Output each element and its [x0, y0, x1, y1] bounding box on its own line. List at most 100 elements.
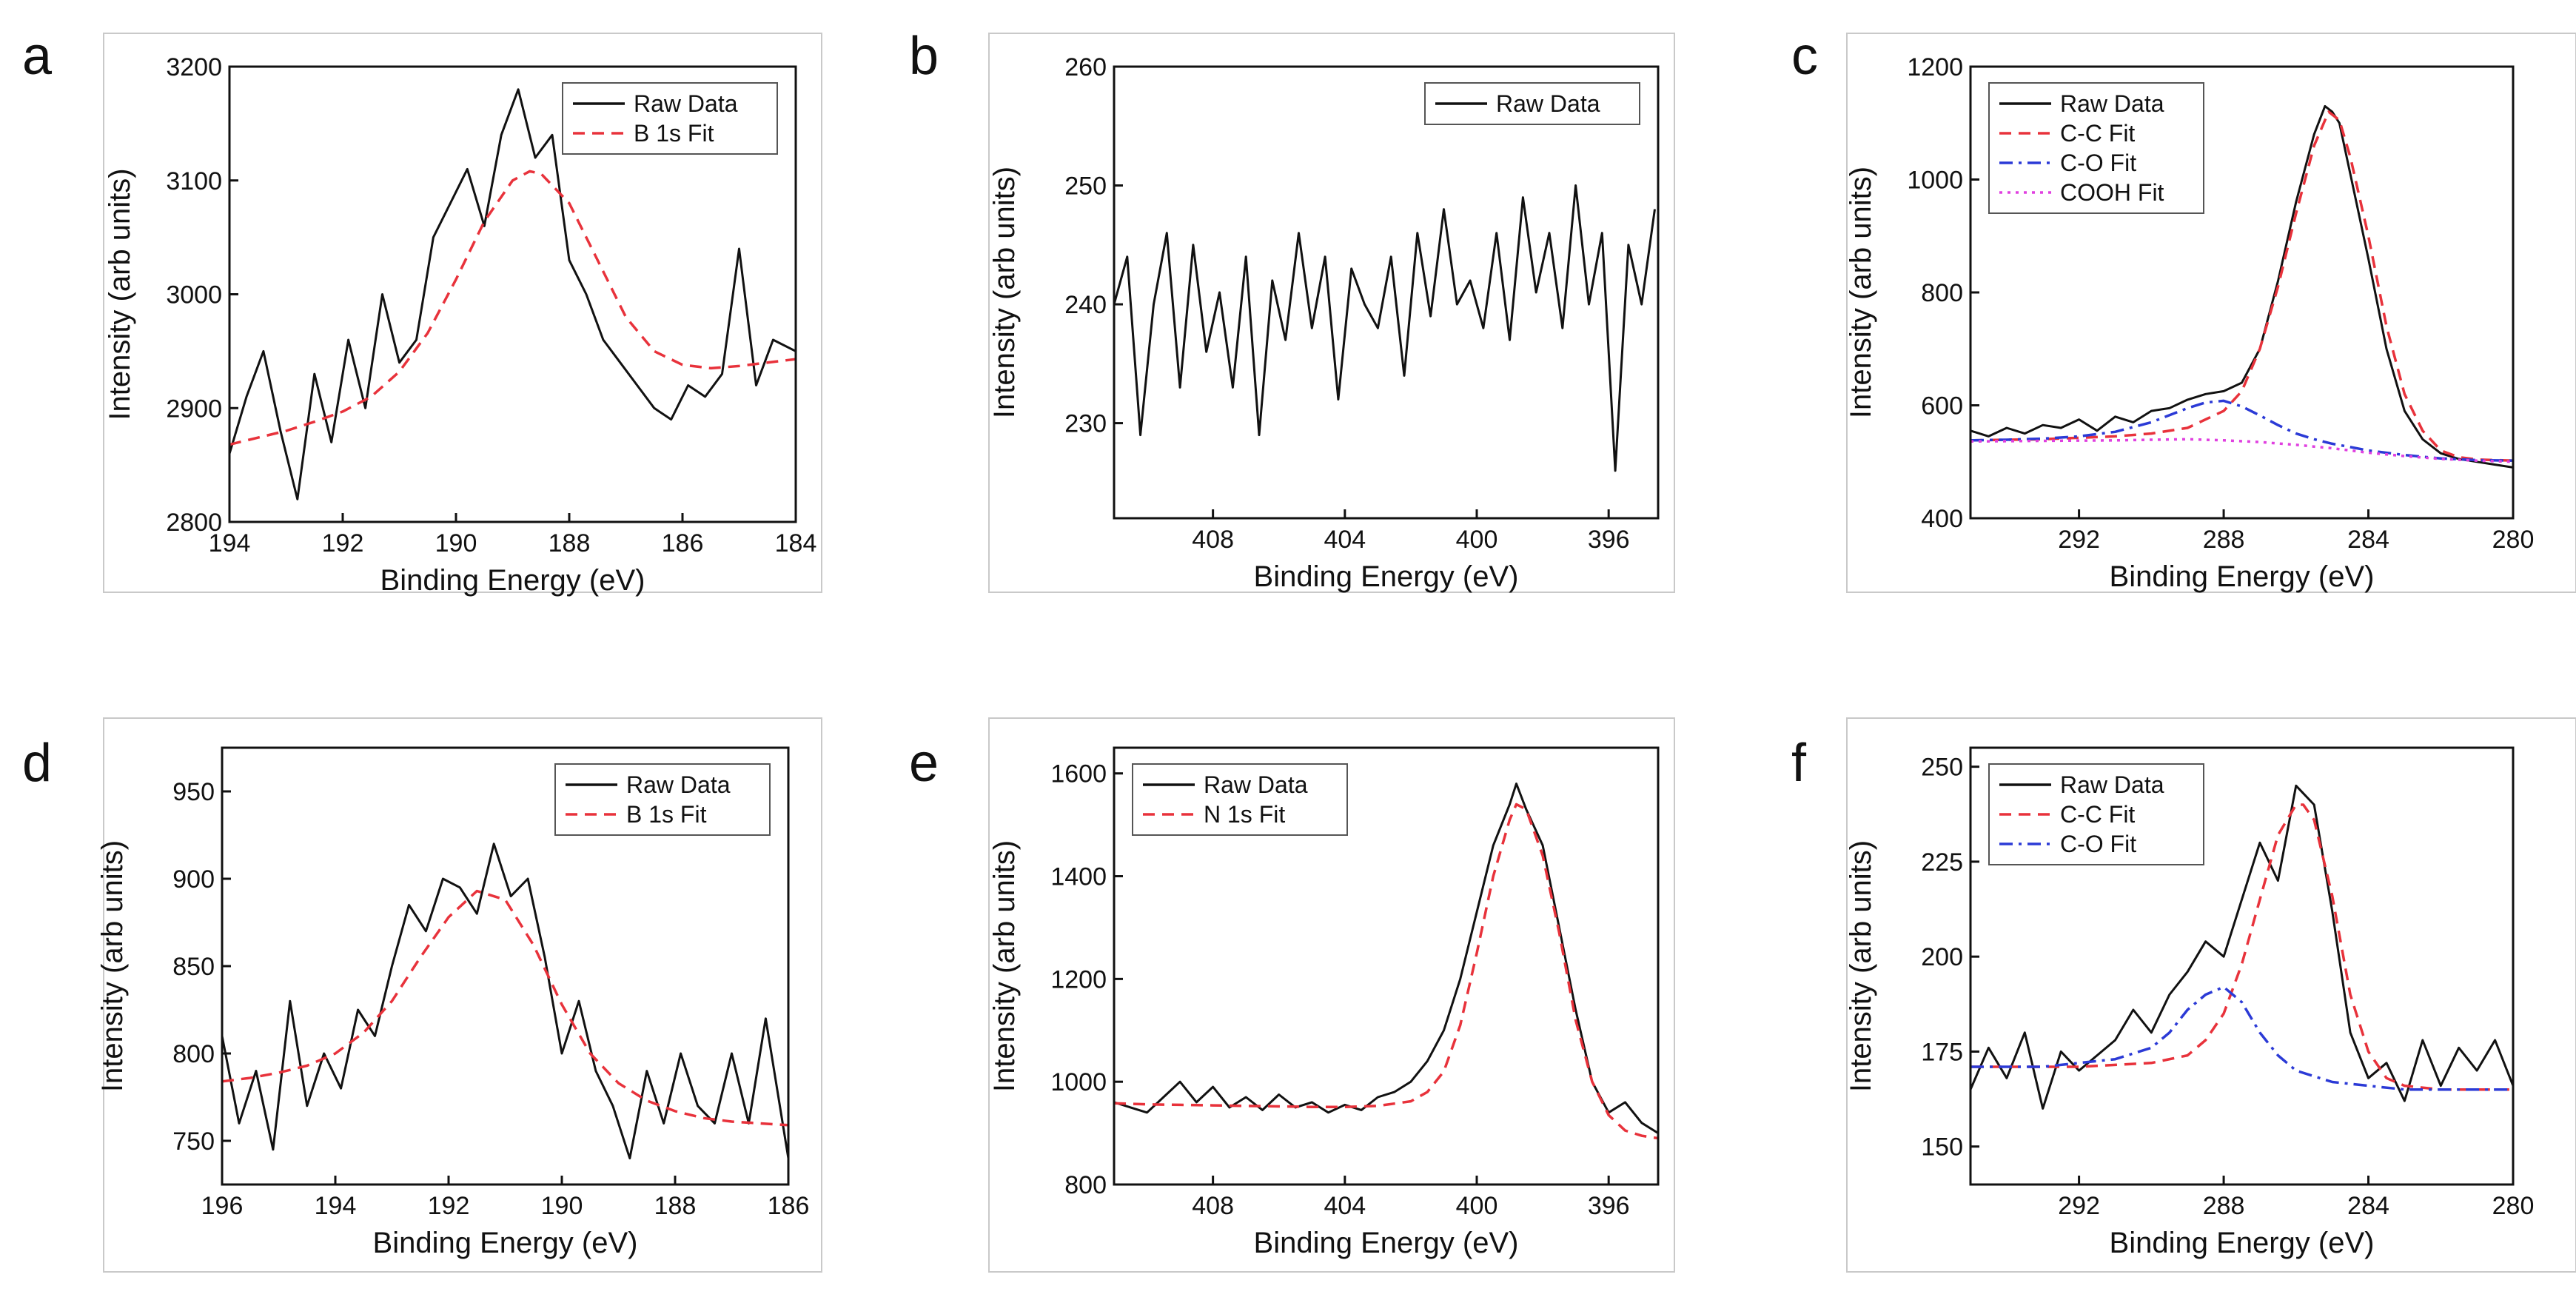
- legend-label: B 1s Fit: [626, 801, 707, 828]
- x-tick-label: 408: [1192, 1192, 1234, 1220]
- panel-d: d 196 194 192 190 188 186 750 800 850 900 950 Bindin…: [22, 717, 822, 1273]
- legend: Raw Data N 1s Fit: [1132, 763, 1348, 836]
- panel-letter: e: [909, 734, 939, 793]
- series-line-b-1s-fit: [229, 170, 796, 446]
- x-tick-label: 194: [315, 1192, 357, 1220]
- x-tick-label: 190: [541, 1192, 583, 1220]
- y-tick-label: 200: [1921, 943, 1963, 971]
- x-axis-label: Binding Energy (eV): [2110, 560, 2375, 593]
- panel-letter: d: [22, 734, 52, 793]
- x-axis-label: Binding Energy (eV): [2110, 1227, 2375, 1259]
- y-tick-label: 3000: [166, 281, 222, 309]
- legend-box: [1132, 763, 1348, 836]
- series-line-cooh-fit: [1970, 438, 2513, 463]
- x-axis-label: Binding Energy (eV): [380, 564, 645, 597]
- series-line-c-o-fit: [1970, 399, 2513, 462]
- axes-box: [1113, 65, 1660, 520]
- x-tick-label: 280: [2492, 1192, 2535, 1220]
- y-tick-label: 260: [1064, 53, 1107, 81]
- series-line-raw-data: [1970, 784, 2513, 1110]
- y-tick-label: 750: [172, 1128, 215, 1156]
- legend-label: Raw Data: [2060, 90, 2164, 117]
- panel-a: a 194 192 190 188 186 184 2800 2900 3000 3100 3200 B…: [22, 27, 822, 597]
- legend-label: Raw Data: [634, 90, 738, 117]
- axes-box: [1969, 746, 2515, 1186]
- legend: Raw Data: [1424, 82, 1640, 125]
- y-axis-label: Intensity (arb units): [104, 168, 136, 420]
- x-tick-label: 186: [768, 1192, 810, 1220]
- x-tick-label: 400: [1456, 526, 1498, 554]
- panel-b: b 408 404 400 396 230 240 250 260 Binding Energy …: [909, 27, 1675, 593]
- x-tick-label: 404: [1324, 1192, 1366, 1220]
- panel-letter: f: [1791, 734, 1807, 793]
- x-tick-label: 184: [775, 529, 817, 557]
- x-axis-label: Binding Energy (eV): [1254, 1227, 1519, 1259]
- x-tick-label: 284: [2347, 526, 2389, 554]
- x-axis-label: Binding Energy (eV): [373, 1227, 638, 1259]
- x-tick-label: 194: [209, 529, 251, 557]
- y-axis-label: Intensity (arb units): [988, 167, 1021, 418]
- series-line-raw-data: [222, 842, 788, 1160]
- legend-label: B 1s Fit: [634, 120, 714, 147]
- series-line-n-1s-fit: [1114, 803, 1658, 1140]
- legend-box: [562, 82, 778, 155]
- legend-label: C-O Fit: [2060, 150, 2136, 176]
- y-tick-label: 850: [172, 953, 215, 981]
- x-tick-label: 396: [1588, 1192, 1630, 1220]
- x-tick-label: 292: [2058, 1192, 2100, 1220]
- x-tick-label: 188: [654, 1192, 697, 1220]
- legend: Raw Data B 1s Fit: [554, 763, 771, 836]
- y-tick-label: 900: [172, 865, 215, 894]
- x-tick-label: 292: [2058, 526, 2100, 554]
- y-tick-label: 1000: [1907, 167, 1963, 195]
- x-tick-label: 288: [2203, 1192, 2245, 1220]
- y-tick-label: 600: [1921, 392, 1963, 421]
- y-axis-label: Intensity (arb units): [1845, 167, 1877, 418]
- x-tick-label: 404: [1324, 526, 1366, 554]
- panel-letter: b: [909, 27, 939, 86]
- series-line-b-1s-fit: [222, 889, 788, 1127]
- x-tick-label: 396: [1588, 526, 1630, 554]
- x-tick-label: 190: [435, 529, 477, 557]
- y-tick-label: 2900: [166, 395, 222, 423]
- y-tick-label: 2800: [166, 509, 222, 537]
- series-line-raw-data: [229, 88, 796, 500]
- x-axis-label: Binding Energy (eV): [1254, 560, 1519, 593]
- y-axis-label: Intensity (arb units): [1845, 840, 1877, 1092]
- y-tick-label: 225: [1921, 848, 1963, 877]
- y-tick-label: 175: [1921, 1038, 1963, 1066]
- y-tick-label: 800: [1064, 1171, 1107, 1199]
- y-tick-label: 250: [1921, 754, 1963, 782]
- legend-box: [554, 763, 771, 836]
- panel-letter: c: [1791, 27, 1818, 86]
- x-tick-label: 192: [428, 1192, 470, 1220]
- y-tick-label: 1200: [1050, 965, 1107, 994]
- panel-frame: [1846, 33, 2576, 593]
- legend-label: Raw Data: [1496, 90, 1600, 117]
- panel-letter: a: [22, 27, 53, 86]
- y-tick-label: 1600: [1050, 760, 1107, 788]
- legend: Raw Data C-C Fit C-O Fit: [1988, 763, 2204, 865]
- series-line-c-o-fit: [1970, 985, 2513, 1091]
- y-tick-label: 3100: [166, 167, 222, 195]
- y-tick-label: 250: [1064, 172, 1107, 201]
- y-tick-label: 240: [1064, 291, 1107, 319]
- legend-label: Raw Data: [626, 771, 731, 798]
- y-axis-label: Intensity (arb units): [988, 840, 1021, 1092]
- legend-label: COOH Fit: [2060, 179, 2164, 206]
- x-tick-label: 408: [1192, 526, 1234, 554]
- legend-label: C-O Fit: [2060, 831, 2136, 857]
- legend-label: Raw Data: [1204, 771, 1308, 798]
- x-tick-label: 188: [549, 529, 591, 557]
- legend: Raw Data C-C Fit C-O Fit COOH Fit: [1988, 82, 2204, 214]
- x-tick-label: 288: [2203, 526, 2245, 554]
- y-tick-label: 150: [1921, 1133, 1963, 1162]
- x-tick-label: 196: [201, 1192, 244, 1220]
- x-tick-label: 186: [662, 529, 704, 557]
- y-tick-label: 1000: [1050, 1068, 1107, 1096]
- series-line-c-c-fit: [1970, 803, 2513, 1091]
- legend-label: N 1s Fit: [1204, 801, 1285, 828]
- y-tick-label: 950: [172, 778, 215, 806]
- y-tick-label: 800: [1921, 279, 1963, 307]
